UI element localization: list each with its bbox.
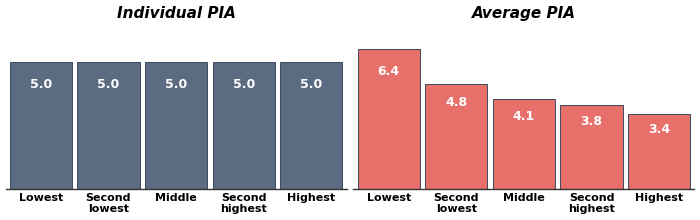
Bar bbox=[561, 106, 623, 189]
Title: Individual PIA: Individual PIA bbox=[117, 6, 235, 20]
Bar bbox=[493, 99, 555, 189]
Text: 6.4: 6.4 bbox=[377, 65, 400, 78]
Bar bbox=[213, 62, 275, 189]
Text: 5.0: 5.0 bbox=[165, 77, 187, 91]
Bar bbox=[77, 62, 139, 189]
Text: 4.8: 4.8 bbox=[445, 96, 468, 109]
Bar bbox=[628, 114, 690, 189]
Title: Average PIA: Average PIA bbox=[472, 6, 576, 20]
Bar bbox=[10, 62, 72, 189]
Bar bbox=[145, 62, 207, 189]
Bar bbox=[280, 62, 342, 189]
Text: 5.0: 5.0 bbox=[300, 77, 323, 91]
Text: 4.1: 4.1 bbox=[513, 110, 535, 123]
Bar bbox=[358, 49, 420, 189]
Text: 5.0: 5.0 bbox=[97, 77, 120, 91]
Bar bbox=[425, 84, 487, 189]
Text: 3.8: 3.8 bbox=[580, 116, 603, 128]
Text: 5.0: 5.0 bbox=[29, 77, 52, 91]
Text: 5.0: 5.0 bbox=[232, 77, 255, 91]
Text: 3.4: 3.4 bbox=[648, 123, 671, 136]
